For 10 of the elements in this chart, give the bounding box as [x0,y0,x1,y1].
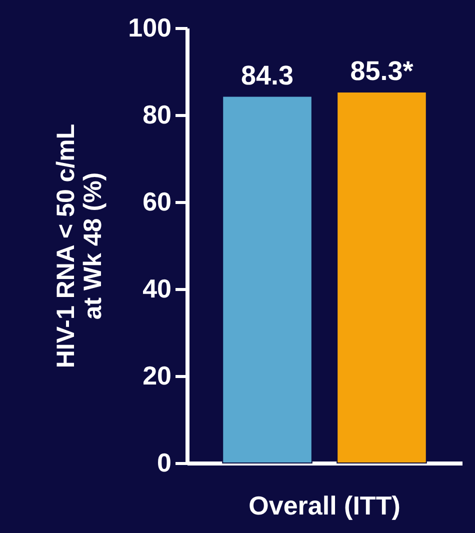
x-tick-label: Overall (ITT) [248,490,400,520]
data-label: 84.3 [240,60,294,90]
y-tick-label: 100 [128,12,172,42]
y-axis-title: HIV-1 RNA < 50 c/mL at Wk 48 (%) [52,124,108,368]
y-tick-label: 60 [142,186,172,216]
y-tick-label: 40 [142,274,172,304]
y-tick-label: 20 [142,360,172,390]
data-label: 85.3* [350,56,414,86]
y-tick-label: 80 [142,100,172,130]
y-tick-label: 0 [157,448,172,478]
